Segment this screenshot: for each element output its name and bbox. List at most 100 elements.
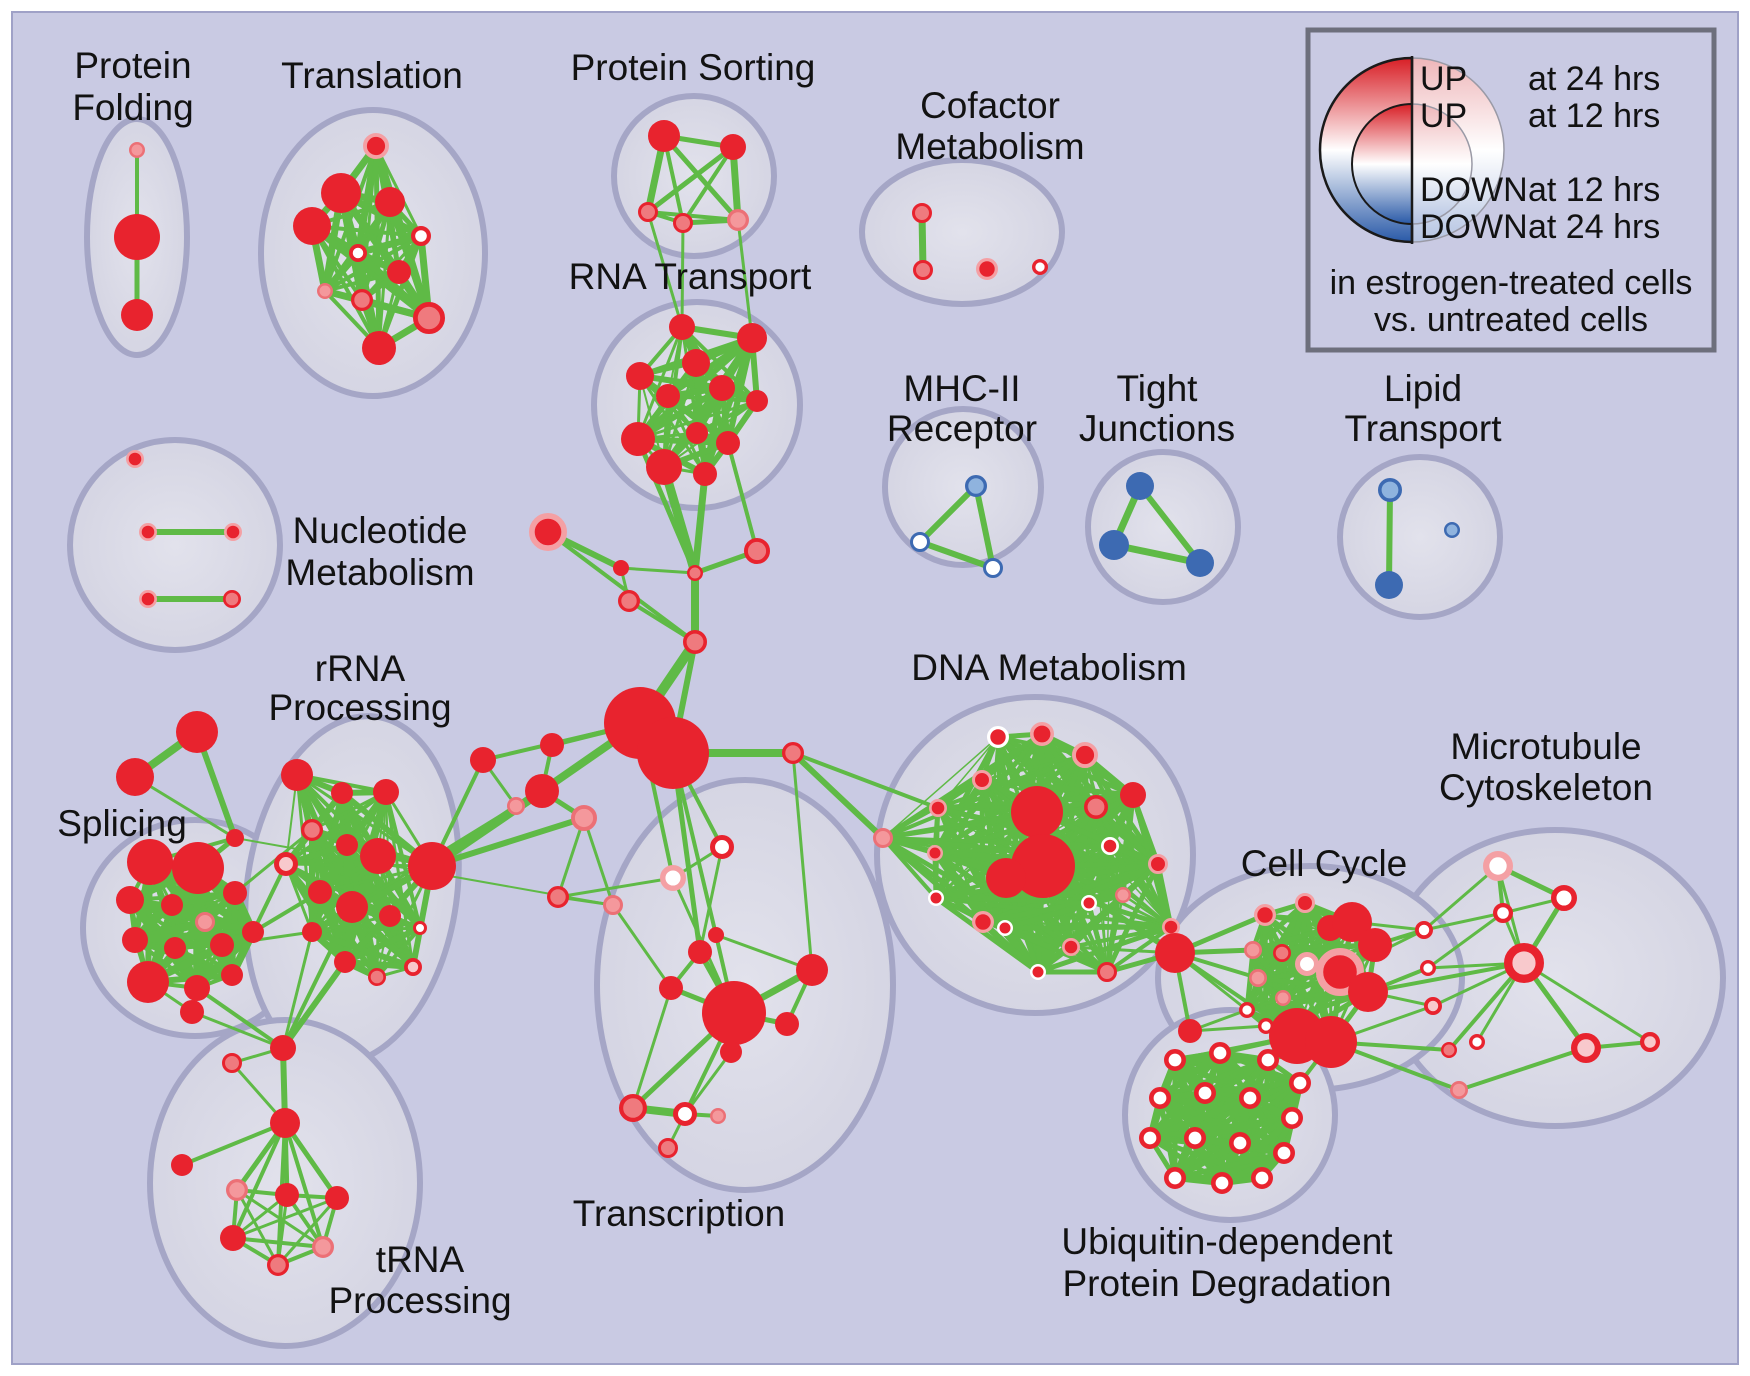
gene-node-c6[interactable] (1272, 943, 1291, 962)
gene-node-rn11[interactable] (693, 462, 717, 486)
gene-node-e14[interactable] (782, 742, 805, 765)
gene-node-u11[interactable] (1273, 1142, 1296, 1165)
gene-node-u13[interactable] (1211, 1172, 1234, 1195)
gene-node-rr7[interactable] (408, 842, 456, 890)
gene-node-sp6[interactable] (122, 927, 148, 953)
gene-node-c5[interactable] (1243, 940, 1262, 959)
gene-node-lp2[interactable] (1444, 522, 1460, 538)
gene-node-nu1[interactable] (139, 522, 158, 541)
gene-node-tr1[interactable] (222, 1053, 242, 1073)
gene-node-tr7[interactable] (220, 1225, 246, 1251)
gene-node-x5[interactable] (682, 629, 707, 654)
gene-node-tl8[interactable] (350, 288, 373, 311)
gene-node-pf2[interactable] (121, 299, 153, 331)
gene-node-d5[interactable] (1120, 782, 1146, 808)
gene-node-d9[interactable] (927, 845, 943, 861)
gene-node-d4[interactable] (928, 798, 947, 817)
gene-node-u0[interactable] (1164, 1049, 1187, 1072)
gene-node-rn6[interactable] (746, 390, 768, 412)
gene-node-m5[interactable] (1639, 1031, 1660, 1052)
gene-node-sp10[interactable] (127, 961, 169, 1003)
gene-node-tr10[interactable] (180, 1000, 204, 1024)
gene-node-u9[interactable] (1184, 1127, 1207, 1150)
gene-node-rn3[interactable] (682, 349, 710, 377)
gene-node-c20[interactable] (1441, 1042, 1457, 1058)
gene-node-tr3[interactable] (171, 1154, 193, 1176)
gene-node-d7[interactable] (1011, 786, 1063, 838)
gene-node-rr11[interactable] (302, 922, 322, 942)
gene-node-e11[interactable] (547, 886, 570, 909)
gene-node-t9[interactable] (710, 1108, 726, 1124)
gene-node-m2[interactable] (1492, 902, 1513, 923)
gene-node-c0[interactable] (1254, 904, 1277, 927)
gene-node-rr3[interactable] (300, 819, 323, 842)
gene-node-tj0[interactable] (1126, 472, 1154, 500)
gene-node-rn4[interactable] (656, 384, 680, 408)
gene-node-tl5[interactable] (349, 243, 368, 262)
gene-node-d17[interactable] (997, 920, 1013, 936)
gene-node-tr6[interactable] (325, 1186, 349, 1210)
gene-node-tri1[interactable] (116, 758, 154, 796)
gene-node-d22[interactable] (1097, 962, 1117, 982)
gene-node-sp9[interactable] (242, 921, 264, 943)
gene-node-rn10[interactable] (646, 449, 682, 485)
gene-node-c10[interactable] (1248, 968, 1267, 987)
gene-node-t8[interactable] (673, 1102, 698, 1127)
gene-node-tl0[interactable] (363, 132, 390, 159)
gene-node-mh1[interactable] (910, 532, 930, 552)
gene-node-u12[interactable] (1164, 1167, 1187, 1190)
gene-node-nu4[interactable] (223, 589, 242, 608)
gene-node-lp0[interactable] (1378, 477, 1403, 502)
gene-node-m1[interactable] (1550, 884, 1577, 911)
gene-node-u7[interactable] (1281, 1107, 1304, 1130)
gene-node-cf0[interactable] (912, 203, 932, 223)
gene-node-rr2[interactable] (373, 779, 399, 805)
gene-node-tri0[interactable] (176, 711, 218, 753)
gene-node-u8[interactable] (1139, 1127, 1162, 1150)
gene-node-d16[interactable] (1081, 895, 1097, 911)
gene-node-t0[interactable] (708, 927, 724, 943)
gene-node-rr12[interactable] (413, 921, 427, 935)
gene-node-x4[interactable] (618, 590, 641, 613)
gene-node-c3[interactable] (1332, 902, 1372, 942)
gene-node-t10[interactable] (658, 1138, 678, 1158)
gene-node-d6[interactable] (1084, 794, 1109, 819)
gene-node-rn7[interactable] (621, 422, 655, 456)
gene-node-e16[interactable] (659, 864, 686, 891)
gene-node-e17[interactable] (603, 895, 623, 915)
gene-node-c15[interactable] (1305, 1016, 1357, 1068)
gene-node-ps3[interactable] (673, 213, 693, 233)
gene-node-sp0[interactable] (127, 839, 173, 885)
gene-node-ps4[interactable] (727, 208, 750, 231)
gene-node-c12[interactable] (1239, 1001, 1256, 1018)
gene-node-c8[interactable] (1315, 947, 1364, 996)
gene-node-d15[interactable] (972, 911, 995, 934)
gene-node-c1[interactable] (1295, 893, 1315, 913)
gene-node-rr0[interactable] (281, 759, 313, 791)
gene-node-ps1[interactable] (720, 134, 746, 160)
gene-node-x2[interactable] (528, 512, 567, 551)
gene-node-e15[interactable] (710, 835, 735, 860)
gene-node-tri2[interactable] (226, 829, 244, 847)
gene-node-tl7[interactable] (317, 283, 333, 299)
gene-node-tr5[interactable] (275, 1183, 299, 1207)
gene-node-ps0[interactable] (648, 120, 680, 152)
gene-node-d1[interactable] (1030, 721, 1055, 746)
gene-node-t3[interactable] (796, 954, 828, 986)
gene-node-d11[interactable] (1011, 834, 1075, 898)
gene-node-tr2[interactable] (270, 1108, 300, 1138)
gene-node-mh0[interactable] (965, 474, 988, 497)
gene-node-d21[interactable] (1030, 964, 1046, 980)
gene-node-lp1[interactable] (1375, 571, 1403, 599)
gene-node-tl9[interactable] (412, 301, 445, 334)
gene-node-sp8[interactable] (210, 933, 234, 957)
gene-node-tl2[interactable] (375, 187, 405, 217)
gene-node-tr9[interactable] (266, 1254, 289, 1277)
gene-node-e9[interactable] (525, 774, 559, 808)
gene-node-cf2[interactable] (976, 257, 999, 280)
gene-node-d20[interactable] (1161, 917, 1180, 936)
gene-node-d10[interactable] (1100, 836, 1119, 855)
gene-node-e8[interactable] (540, 733, 564, 757)
gene-node-u5[interactable] (1194, 1082, 1217, 1105)
gene-node-sp12[interactable] (221, 964, 243, 986)
